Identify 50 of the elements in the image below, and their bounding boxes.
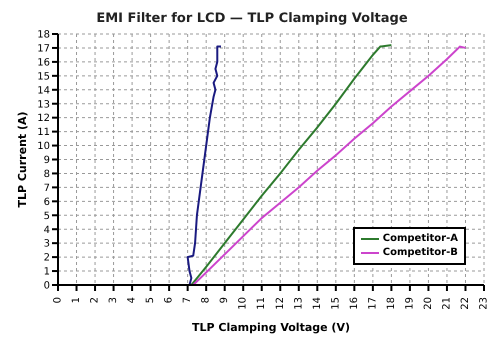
x-tick-label: 17 [367, 297, 378, 310]
y-tick-label: 1 [44, 266, 50, 278]
y-axis-title: TLP Current (A) [16, 111, 29, 208]
chart-title: EMI Filter for LCD — TLP Clamping Voltage [95, 10, 409, 28]
x-tick-label: 4 [126, 297, 138, 304]
y-tick-label: 11 [37, 127, 50, 138]
line-series [192, 46, 466, 285]
x-tick-label: 6 [164, 297, 175, 304]
x-tick-label: 3 [108, 297, 120, 304]
x-tick-label: 0 [52, 297, 64, 304]
x-tick-label: 16 [348, 297, 360, 310]
y-tick-label: 15 [37, 71, 50, 82]
y-tick-label: 12 [37, 113, 50, 124]
x-tick-label: 22 [460, 297, 471, 310]
y-tick-label: 13 [37, 99, 50, 110]
y-tick-label: 6 [44, 196, 50, 208]
y-tick-label: 3 [44, 238, 50, 250]
x-tick-label: 12 [274, 297, 286, 310]
x-tick-label: 1 [71, 297, 82, 304]
x-tick-label: 18 [386, 297, 397, 310]
y-tick-label: 9 [44, 155, 50, 166]
x-tick-label: 14 [312, 297, 323, 310]
y-tick-label: 10 [37, 141, 50, 152]
x-tick-label: 23 [478, 297, 490, 310]
x-tick-label: 20 [422, 297, 434, 310]
y-tick-label: 8 [44, 168, 50, 180]
x-tick-label: 19 [404, 297, 416, 310]
line-series [186, 46, 222, 285]
y-tick-label: 2 [44, 252, 50, 264]
y-tick-label: 7 [44, 182, 50, 194]
y-tick-label: 5 [44, 210, 50, 222]
legend-label: Competitor-A [382, 232, 458, 246]
x-tick-label: 2 [90, 297, 101, 304]
x-tick-label: 9 [219, 297, 230, 304]
x-tick-label: 21 [441, 297, 452, 310]
y-tick-label: 0 [44, 280, 50, 292]
y-tick-label: 17 [37, 43, 50, 54]
legend-label: Competitor-B [382, 246, 458, 260]
x-axis-title: TLP Clamping Voltage (V) [192, 321, 350, 334]
x-tick-label: 7 [182, 297, 194, 304]
x-tick-label: 11 [256, 297, 268, 310]
y-tick-label: 4 [44, 224, 50, 236]
x-tick-label: 10 [238, 297, 249, 310]
y-tick-label: 14 [37, 85, 50, 96]
x-tick-label: 5 [145, 297, 156, 304]
x-tick-label: 15 [330, 297, 342, 310]
y-tick-label: 18 [37, 30, 50, 41]
x-tick-label: 13 [293, 297, 304, 310]
x-tick-label: 8 [200, 297, 212, 304]
y-tick-label: 16 [37, 57, 50, 68]
